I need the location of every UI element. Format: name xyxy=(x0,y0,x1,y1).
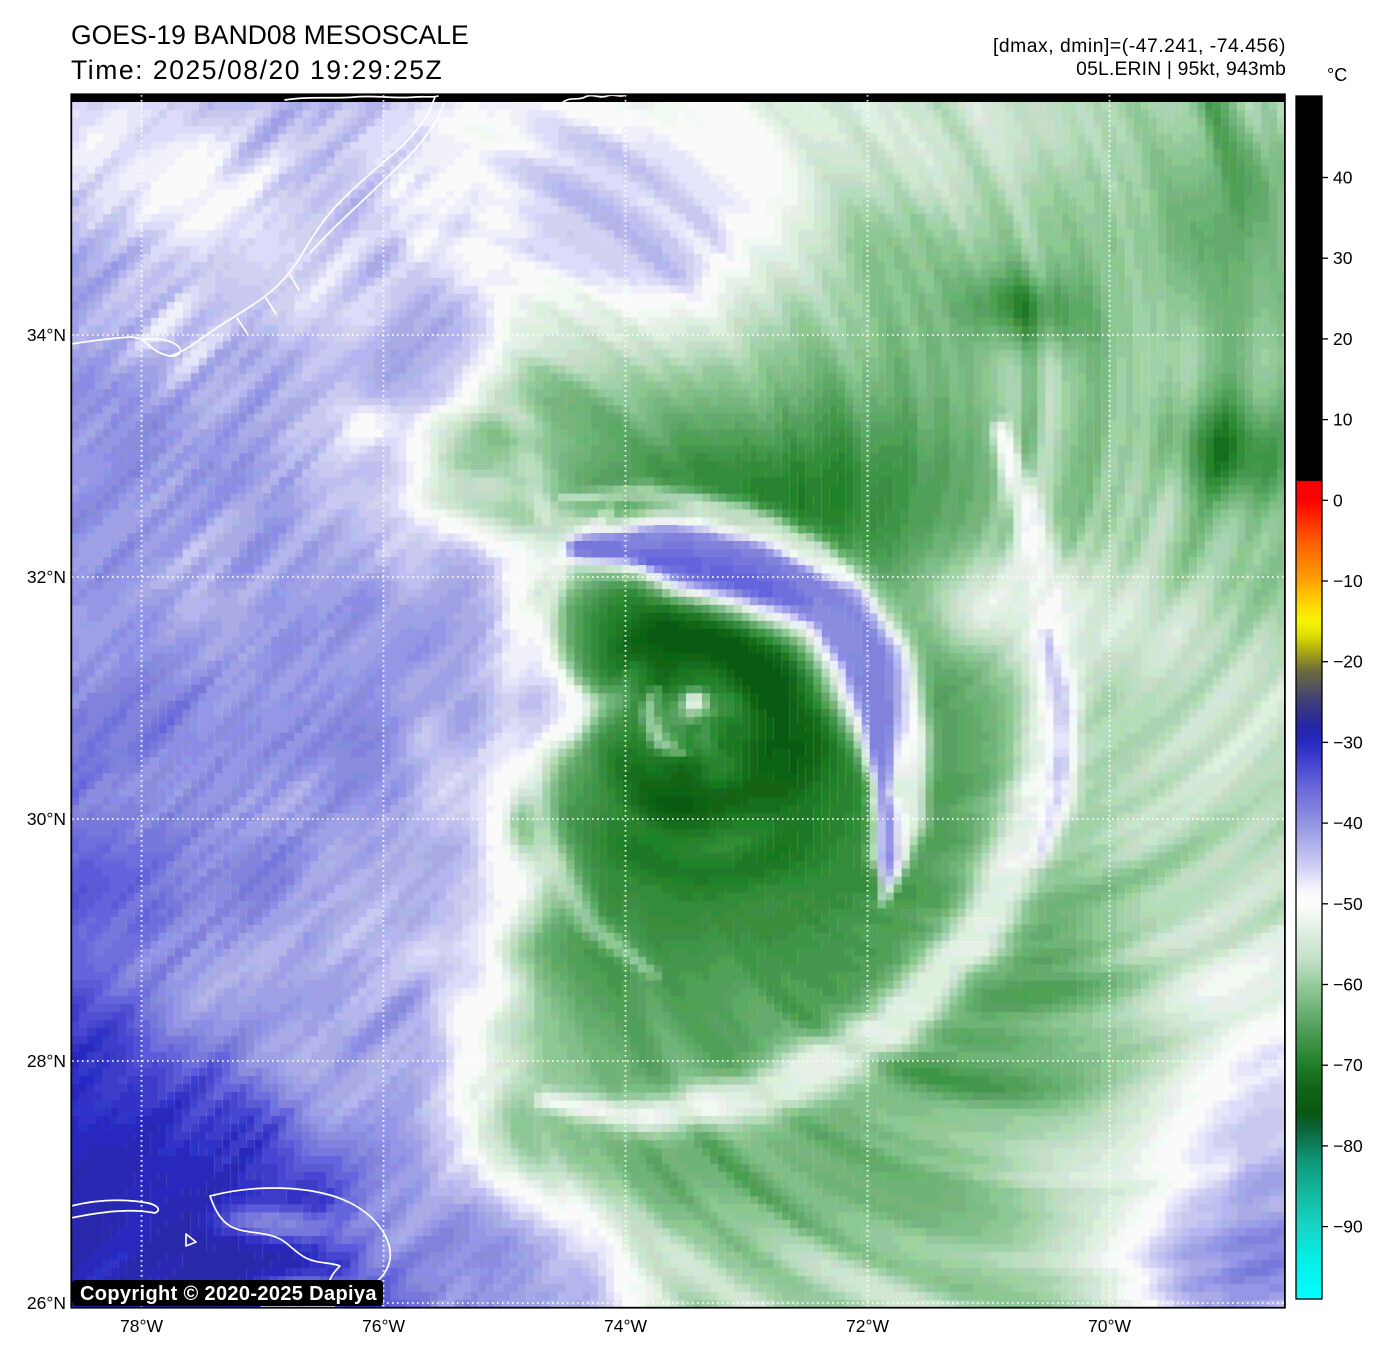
svg-text:32°N: 32°N xyxy=(27,567,66,587)
svg-text:20: 20 xyxy=(1333,329,1353,349)
svg-text:−10: −10 xyxy=(1333,571,1363,591)
svg-text:GOES-19 BAND08 MESOSCALE: GOES-19 BAND08 MESOSCALE xyxy=(71,20,469,50)
svg-text:70°W: 70°W xyxy=(1088,1316,1131,1336)
svg-text:−70: −70 xyxy=(1333,1055,1363,1075)
svg-text:30: 30 xyxy=(1333,248,1353,268)
svg-text:−90: −90 xyxy=(1333,1217,1363,1237)
svg-text:−80: −80 xyxy=(1333,1136,1363,1156)
svg-text:Copyright © 2020-2025 Dapiya: Copyright © 2020-2025 Dapiya xyxy=(80,1283,377,1305)
svg-text:30°N: 30°N xyxy=(27,809,66,829)
svg-text:−40: −40 xyxy=(1333,813,1363,833)
svg-text:28°N: 28°N xyxy=(27,1051,66,1071)
svg-text:0: 0 xyxy=(1333,490,1343,510)
svg-text:78°W: 78°W xyxy=(120,1316,163,1336)
svg-text:°C: °C xyxy=(1327,65,1347,85)
svg-text:40: 40 xyxy=(1333,168,1353,188)
svg-text:26°N: 26°N xyxy=(27,1293,66,1313)
svg-text:76°W: 76°W xyxy=(362,1316,405,1336)
svg-text:34°N: 34°N xyxy=(27,325,66,345)
svg-text:[dmax, dmin]=(-47.241, -74.456: [dmax, dmin]=(-47.241, -74.456) xyxy=(993,36,1286,57)
svg-text:−20: −20 xyxy=(1333,652,1363,672)
svg-text:Time: 2025/08/20 19:29:25Z: Time: 2025/08/20 19:29:25Z xyxy=(71,55,443,85)
svg-text:72°W: 72°W xyxy=(846,1316,889,1336)
svg-text:10: 10 xyxy=(1333,410,1353,430)
svg-text:05L.ERIN | 95kt, 943mb: 05L.ERIN | 95kt, 943mb xyxy=(1076,59,1286,80)
svg-text:−30: −30 xyxy=(1333,732,1363,752)
svg-text:74°W: 74°W xyxy=(604,1316,647,1336)
svg-text:−50: −50 xyxy=(1333,894,1363,914)
svg-text:−60: −60 xyxy=(1333,975,1363,995)
